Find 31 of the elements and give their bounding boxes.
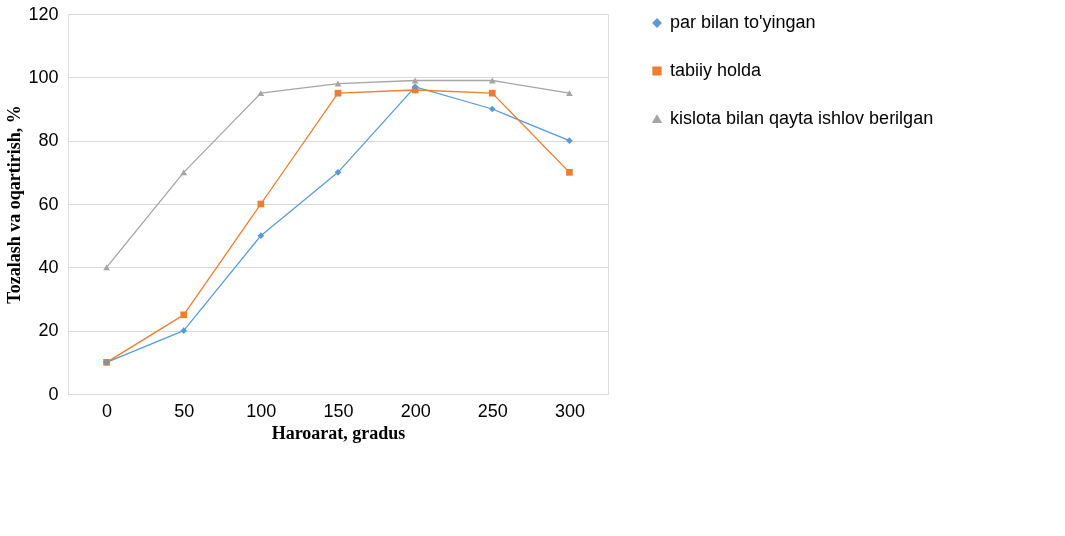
- point: [180, 327, 188, 335]
- y-tick-label: 20: [38, 320, 59, 341]
- y-axis-title: Tozalash va oqartirish, %: [4, 105, 25, 304]
- x-tick-label: 0: [102, 400, 113, 421]
- x-tick-label: 50: [174, 400, 195, 421]
- y-tick-label: 120: [28, 3, 59, 24]
- legend-label: tabiiy holda: [670, 60, 763, 80]
- point: [488, 105, 496, 113]
- y-tick-label: 40: [38, 256, 59, 277]
- point: [566, 137, 573, 145]
- point: [180, 311, 188, 319]
- point: [566, 168, 573, 176]
- point: [257, 232, 265, 240]
- legend-label: kislota bilan qayta ishlov berilgan: [670, 108, 934, 128]
- x-tick-label: 150: [323, 400, 354, 421]
- point: [488, 89, 496, 97]
- point: [257, 90, 265, 97]
- x-tick-label: 300: [554, 400, 585, 421]
- x-axis-title: Haroarat, gradus: [271, 422, 406, 443]
- point: [334, 80, 342, 87]
- x-tick-label: 200: [400, 400, 431, 421]
- y-tick-label: 100: [28, 66, 59, 87]
- legend-label: par bilan to'yingan: [670, 12, 816, 32]
- y-tick-label: 60: [38, 193, 59, 214]
- point: [566, 90, 573, 97]
- x-tick-label: 100: [246, 400, 277, 421]
- y-tick-label: 80: [38, 130, 59, 151]
- point: [334, 89, 342, 97]
- y-tick-label: 0: [48, 383, 59, 404]
- point: [334, 168, 342, 176]
- x-tick-label: 250: [477, 400, 508, 421]
